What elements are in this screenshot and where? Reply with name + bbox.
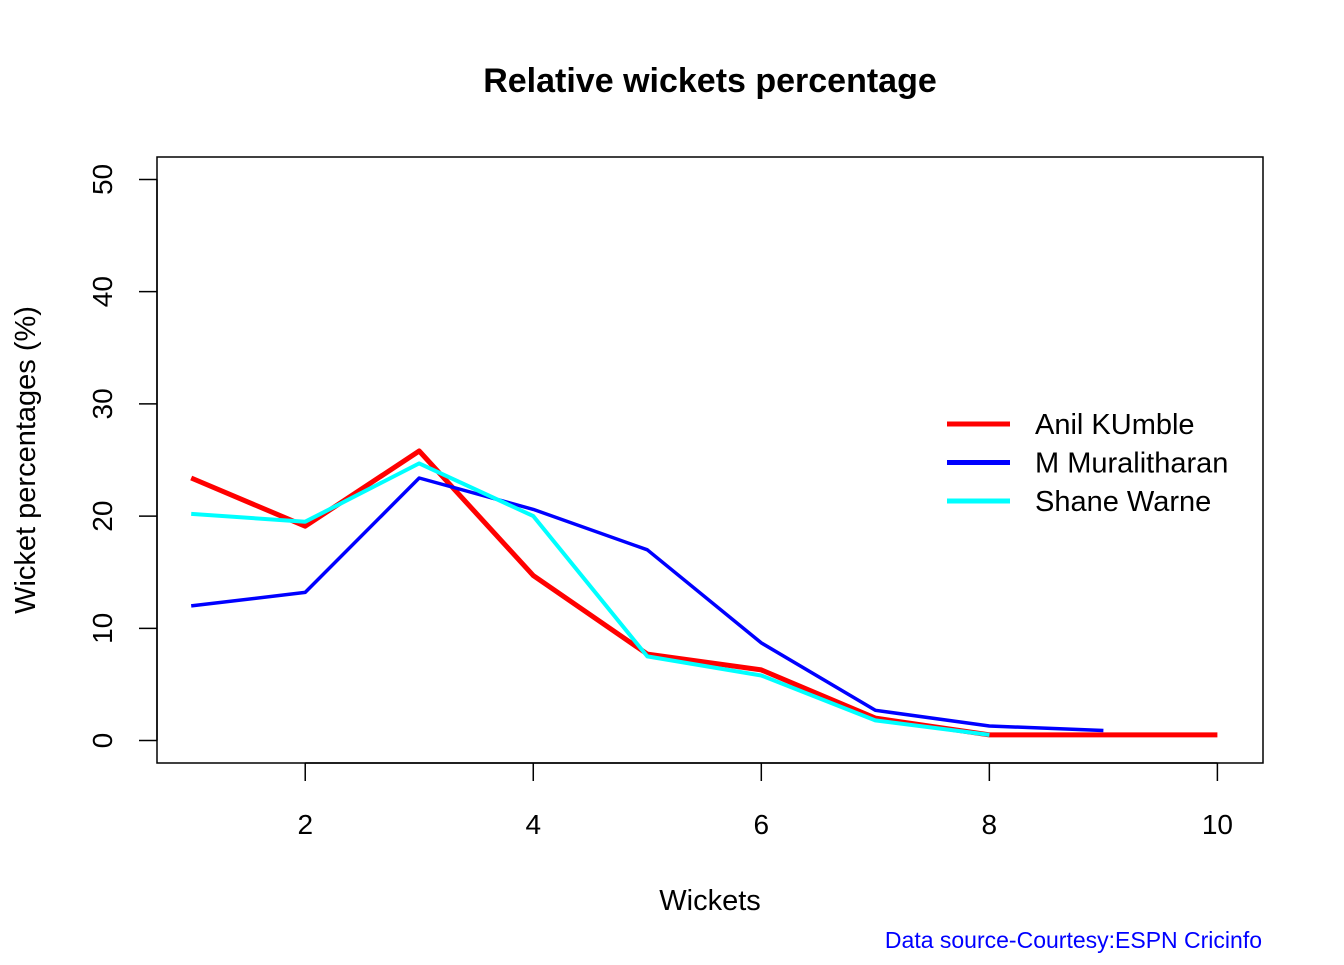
legend-label: Shane Warne	[1035, 486, 1211, 518]
x-tick-label: 6	[754, 809, 770, 840]
legend-label: Anil KUmble	[1035, 409, 1195, 441]
legend: Anil KUmble M Muralitharan Shane Warne	[947, 409, 1228, 518]
y-axis-label: Wicket percentages (%)	[10, 306, 42, 614]
legend-label: M Muralitharan	[1035, 448, 1228, 480]
y-tick-label: 30	[87, 388, 118, 419]
series-line-m-muralitharan	[190, 476, 1104, 733]
y-tick-label: 50	[87, 164, 118, 195]
x-tick-label: 8	[982, 809, 998, 840]
y-tick-label: 20	[87, 501, 118, 532]
x-tick-label: 10	[1202, 809, 1233, 840]
chart-title: Relative wickets percentage	[483, 62, 937, 100]
y-tick-label: 40	[87, 276, 118, 307]
x-axis: 2 4 6 8 10	[297, 762, 1233, 840]
x-tick-label: 2	[297, 809, 313, 840]
x-axis-label: Wickets	[659, 885, 761, 917]
data-source-annotation: Data source-Courtesy:ESPN Cricinfo	[885, 927, 1262, 953]
y-tick-label: 10	[87, 613, 118, 644]
series-line-anil-kumble	[190, 448, 1218, 738]
series-lines	[190, 448, 1218, 738]
x-tick-label: 4	[525, 809, 541, 840]
y-tick-label: 0	[87, 733, 118, 749]
y-axis: 0 10 20 30 40 50	[87, 164, 158, 749]
series-line-shane-warne	[191, 461, 990, 737]
